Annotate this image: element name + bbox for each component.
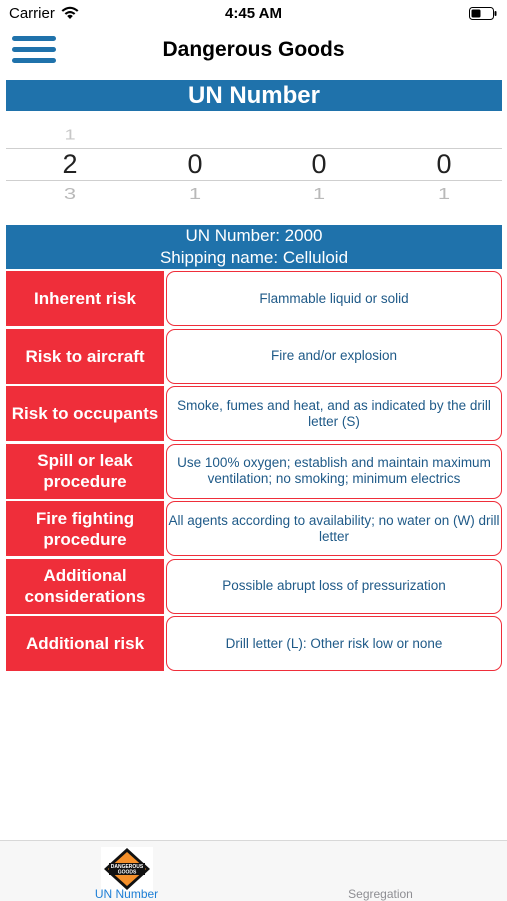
tab-un-number[interactable]: DANGEROUS GOODS UN Number <box>0 841 253 901</box>
status-bar: Carrier 4:45 AM <box>0 0 507 28</box>
picker-digit-column-1[interactable]: 1 2 3 <box>40 118 100 210</box>
risk-row-value: Possible abrupt loss of pressurization <box>166 558 502 614</box>
risk-row-value: Smoke, fumes and heat, and as indicated … <box>166 386 502 441</box>
risk-row-label: Additional considerations <box>6 558 164 614</box>
risk-row-label: Fire fighting procedure <box>6 501 164 556</box>
risk-row-label: Inherent risk <box>6 271 164 326</box>
picker-digit-column-3[interactable]: 0 1 <box>289 118 349 210</box>
picker-digit-column-2[interactable]: 0 1 <box>165 118 225 210</box>
un-number-line: UN Number: 2000 <box>185 226 323 245</box>
picker-digit-above: 1 <box>64 126 76 144</box>
risk-row-value: Use 100% oxygen; establish and maintain … <box>166 443 502 499</box>
risk-row-label: Risk to occupants <box>6 386 164 441</box>
status-time: 4:45 AM <box>225 5 282 22</box>
tab-segregation[interactable]: Segregation <box>254 841 507 901</box>
risk-row-additional-risk: Additional risk Drill letter (L): Other … <box>6 616 502 671</box>
risk-row-label: Additional risk <box>6 616 164 671</box>
risk-row-inherent-risk: Inherent risk Flammable liquid or solid <box>6 271 502 326</box>
picker-digit-below: 1 <box>312 184 326 203</box>
risk-row-risk-to-occupants: Risk to occupants Smoke, fumes and heat,… <box>6 386 502 441</box>
risk-row-additional-considerations: Additional considerations Possible abrup… <box>6 558 502 614</box>
risk-row-value: All agents according to availability; no… <box>166 501 502 556</box>
navigation-bar: Dangerous Goods <box>0 28 507 72</box>
risk-row-label: Risk to aircraft <box>6 328 164 384</box>
tab-label: Segregation <box>348 887 413 901</box>
picker-digit-column-4[interactable]: 0 1 <box>414 118 474 210</box>
picker-digit-selected: 0 <box>311 149 327 179</box>
risk-row-spill-or-leak-procedure: Spill or leak procedure Use 100% oxygen;… <box>6 443 502 499</box>
un-number-picker[interactable]: 1 2 3 0 1 0 1 0 1 <box>6 118 502 210</box>
carrier-label: Carrier <box>9 5 55 22</box>
risk-row-value: Flammable liquid or solid <box>166 271 502 326</box>
un-number-header: UN Number <box>6 80 502 111</box>
risk-row-fire-fighting-procedure: Fire fighting procedure All agents accor… <box>6 501 502 556</box>
tab-bar: DANGEROUS GOODS UN Number Segregation <box>0 840 507 901</box>
picker-digit-selected: 0 <box>187 149 203 179</box>
picker-digit-below: 1 <box>188 184 202 203</box>
risk-row-label: Spill or leak procedure <box>6 443 164 499</box>
risk-table: Inherent risk Flammable liquid or solid … <box>6 271 502 674</box>
risk-row-value: Drill letter (L): Other risk low or none <box>166 616 502 671</box>
page-title: Dangerous Goods <box>162 38 345 61</box>
picker-selection-line-bottom <box>6 180 502 181</box>
un-info-header: UN Number: 2000 Shipping name: Celluloid <box>6 225 502 269</box>
battery-icon <box>469 7 497 20</box>
hazard-icon-text-1: DANGEROUS <box>111 864 144 870</box>
picker-digit-below: 1 <box>437 184 451 203</box>
dangerous-goods-hazard-icon: DANGEROUS GOODS <box>101 847 153 891</box>
shipping-name-line: Shipping name: Celluloid <box>159 248 349 267</box>
risk-row-value: Fire and/or explosion <box>166 328 502 384</box>
picker-digit-selected: 2 <box>62 149 78 179</box>
risk-row-risk-to-aircraft: Risk to aircraft Fire and/or explosion <box>6 328 502 384</box>
wifi-icon <box>61 6 79 19</box>
hamburger-menu-icon[interactable] <box>12 34 58 66</box>
tab-label: UN Number <box>94 887 159 901</box>
picker-selection-line-top <box>6 148 502 149</box>
picker-digit-selected: 0 <box>436 149 452 179</box>
picker-digit-below: 3 <box>63 184 77 203</box>
hazard-icon-text-2: GOODS <box>118 870 137 876</box>
